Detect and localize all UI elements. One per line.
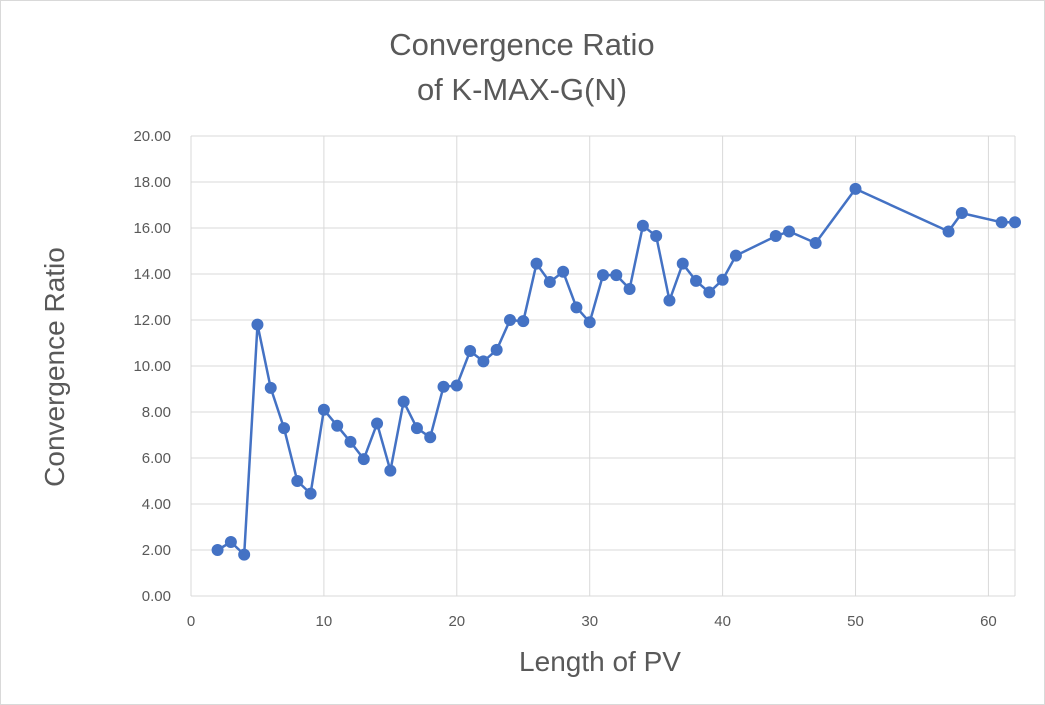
data-point <box>849 182 862 195</box>
x-tick-label: 60 <box>980 613 997 630</box>
data-point <box>490 343 503 356</box>
chart-title-line-1: Convergence Ratio <box>389 27 654 62</box>
data-point <box>623 282 636 295</box>
y-axis-title: Convergence Ratio <box>39 247 70 487</box>
data-point <box>424 431 437 444</box>
x-tick-labels: 0 10 20 30 40 50 60 <box>187 613 997 630</box>
data-point <box>955 207 968 220</box>
y-tick-label: 2.00 <box>142 542 171 559</box>
data-point <box>371 417 384 430</box>
y-tick-label: 18.00 <box>133 174 171 191</box>
data-point <box>583 316 596 329</box>
x-tick-label: 40 <box>714 613 731 630</box>
data-point <box>769 230 782 243</box>
data-point <box>557 265 570 278</box>
data-point <box>676 257 689 270</box>
y-tick-label: 4.00 <box>142 496 171 513</box>
y-tick-label: 6.00 <box>142 450 171 467</box>
data-point <box>942 225 955 238</box>
y-tick-label: 8.00 <box>142 404 171 421</box>
data-point <box>331 419 344 432</box>
data-point <box>543 276 556 289</box>
data-point <box>464 345 477 358</box>
data-point <box>597 269 609 282</box>
data-point <box>716 273 729 286</box>
y-tick-labels: 0.00 2.00 4.00 6.00 8.00 10.00 12.00 14.00 16.00… <box>133 128 171 605</box>
data-point <box>690 274 703 287</box>
data-point <box>650 230 663 243</box>
data-point <box>344 435 357 448</box>
data-point <box>995 216 1008 229</box>
x-axis-title: Length of PV <box>519 646 681 677</box>
gridlines <box>190 135 1016 597</box>
y-tick-label: 20.00 <box>133 128 171 145</box>
series-line <box>216 187 1015 556</box>
y-tick-label: 16.00 <box>133 220 171 237</box>
data-point <box>477 355 490 368</box>
data-point <box>224 535 237 548</box>
y-tick-label: 0.00 <box>142 588 171 605</box>
data-point <box>663 294 676 307</box>
data-point <box>450 379 463 392</box>
chart-title-line-2: of K-MAX-G(N) <box>417 72 627 107</box>
y-tick-label: 12.00 <box>133 312 171 329</box>
x-tick-label: 50 <box>847 613 864 630</box>
data-point <box>783 225 796 238</box>
data-point <box>357 453 370 466</box>
series-layer <box>211 182 1021 561</box>
data-point <box>291 475 304 487</box>
data-point <box>517 315 530 328</box>
data-point <box>211 544 224 556</box>
data-point <box>1009 216 1021 229</box>
x-tick-label: 0 <box>187 613 195 630</box>
data-point <box>384 464 397 477</box>
data-point <box>410 422 423 435</box>
data-point <box>238 548 251 561</box>
x-tick-label: 30 <box>581 613 598 630</box>
x-tick-label: 20 <box>448 613 465 630</box>
data-point <box>397 395 410 408</box>
data-point <box>610 269 623 282</box>
data-point <box>317 403 330 416</box>
data-point <box>437 380 450 393</box>
data-point <box>703 286 716 299</box>
data-point <box>264 381 277 394</box>
data-point <box>503 314 516 326</box>
data-point <box>278 422 291 435</box>
x-tick-label: 10 <box>316 613 333 630</box>
y-tick-label: 14.00 <box>133 266 171 283</box>
data-point <box>809 236 822 249</box>
data-point <box>570 301 583 314</box>
data-point <box>636 219 649 232</box>
y-tick-label: 10.00 <box>133 358 171 375</box>
data-point <box>729 249 742 262</box>
data-point <box>304 487 317 500</box>
data-point <box>251 318 264 331</box>
data-point <box>530 257 543 270</box>
